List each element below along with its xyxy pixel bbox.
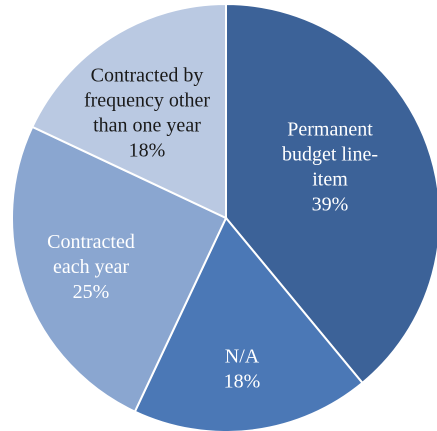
slice-category-label: Contracted by (91, 65, 204, 87)
slice-category-label: budget line- (282, 144, 378, 166)
pie-slice-3 (11, 125, 228, 413)
slice-category-label: each year (53, 256, 129, 278)
slice-value-label: 18% (129, 140, 166, 162)
slice-category-label: Contracted (47, 231, 135, 253)
pie-labels: Permanent budget line-item 39%N/A 18%Contra… (47, 65, 378, 393)
slice-category-label: Permanent (287, 119, 373, 141)
slice-label-2: N/A 18% (224, 346, 261, 393)
pie-slice-1 (225, 2, 437, 385)
slice-label-3: Contracted each year 25% (47, 231, 135, 303)
slice-value-label: 39% (312, 194, 349, 216)
pie-slices (11, 2, 437, 431)
slice-category-label: frequency other (84, 90, 210, 112)
slice-category-label: than one year (93, 115, 201, 137)
slice-value-label: 25% (73, 281, 110, 303)
slice-label-4: Contracted by frequency other than one yea… (84, 65, 210, 162)
pie-slice-4 (31, 2, 227, 220)
pie-slice-2 (133, 216, 364, 431)
slice-value-label: 18% (224, 371, 261, 393)
slice-label-1: Permanent budget line-item 39% (282, 119, 378, 216)
slice-category-label: N/A (225, 346, 260, 368)
slice-category-label: item (312, 169, 348, 191)
